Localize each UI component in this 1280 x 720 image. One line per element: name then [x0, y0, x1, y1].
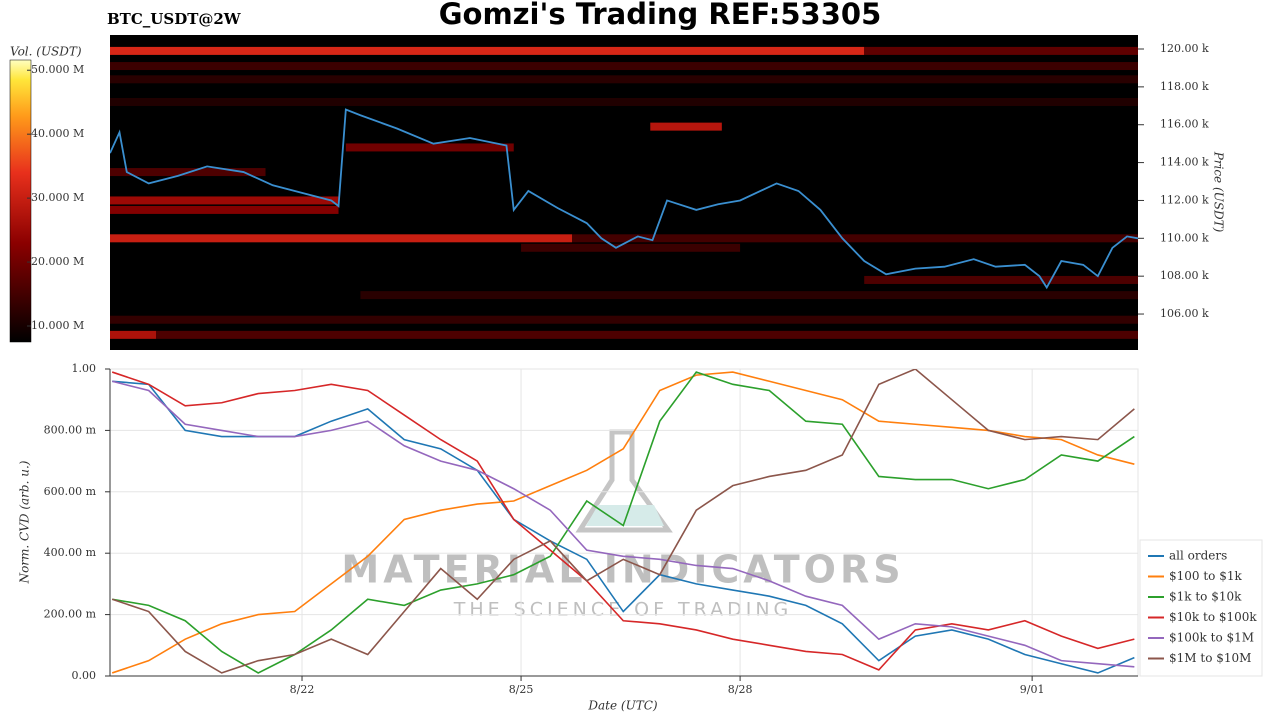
y-tick-label: 108.00 k: [1160, 269, 1209, 282]
legend-label: $1M to $10M: [1169, 651, 1251, 665]
cvd-line: [111, 369, 1135, 674]
y-tick-label: 106.00 k: [1160, 307, 1209, 320]
heatmap-band: [110, 330, 156, 339]
y-tick-label: 800.00 m: [44, 423, 97, 436]
y-tick-label: 110.00 k: [1160, 231, 1209, 244]
chart-subtitle: BTC_USDT@2W: [107, 10, 242, 28]
heatmap-band: [110, 205, 339, 214]
heatmap-band: [110, 315, 1138, 324]
y-tick-label: 0.00: [72, 669, 97, 682]
colorbar-tick-label: 20.000 M: [31, 255, 84, 268]
heatmap: [110, 46, 1138, 339]
legend-label: $1k to $10k: [1169, 590, 1242, 604]
legend-label: all orders: [1169, 549, 1227, 563]
heatmap-band: [864, 46, 1138, 55]
x-tick-label: 8/22: [290, 683, 315, 696]
heatmap-band: [110, 62, 1138, 71]
legend-label: $100 to $1k: [1169, 569, 1242, 583]
y-axis-label: Norm. CVD (arb. u.): [18, 460, 32, 584]
heatmap-band: [650, 122, 722, 131]
lines: [111, 369, 1135, 674]
y-tick-label: 118.00 k: [1160, 80, 1209, 93]
heatmap-band: [864, 275, 1138, 284]
cvd-line: [111, 371, 1135, 671]
x-tick-label: 8/28: [728, 683, 753, 696]
x-tick-label: 9/01: [1020, 683, 1045, 696]
colorbar-label: Vol. (USDT): [10, 45, 82, 59]
x-axis-label: Date (UTC): [587, 699, 657, 713]
legend-label: $100k to $1M: [1169, 631, 1254, 645]
watermark: MATERIAL INDICATORS: [341, 548, 904, 592]
y-tick-label: 400.00 m: [44, 546, 97, 559]
heatmap-band: [110, 98, 1138, 107]
colorbar: [9, 59, 32, 343]
price-line: [110, 108, 1138, 290]
heatmap-band: [521, 243, 741, 252]
cvd-line: [112, 371, 1135, 674]
heatmap-band: [110, 196, 339, 205]
y-axis-label: Price (USDT): [1212, 151, 1226, 233]
y-tick-label: 1.00: [72, 362, 97, 375]
cvd-line: [111, 380, 1135, 668]
heatmap-band: [155, 330, 1138, 339]
heatmap-band: [360, 291, 1138, 300]
colorbar-tick-label: 50.000 M: [31, 63, 84, 76]
y-tick-label: 112.00 k: [1160, 193, 1209, 206]
heatmap-band: [345, 143, 514, 152]
legend: [1139, 539, 1263, 677]
y-tick-label: 120.00 k: [1160, 42, 1209, 55]
colorbar-tick-label: 40.000 M: [31, 127, 84, 140]
colorbar-tick-label: 10.000 M: [31, 319, 84, 332]
cvd-line: [111, 371, 1135, 674]
heatmap-band: [572, 234, 1138, 243]
watermark-logo: [575, 429, 673, 533]
y-tick-label: 200.00 m: [44, 608, 97, 621]
y-tick-label: 116.00 k: [1160, 118, 1209, 131]
y-tick-label: 114.00 k: [1160, 156, 1209, 169]
legend-label: $10k to $100k: [1169, 610, 1257, 624]
heatmap-band: [110, 46, 865, 55]
y-tick-label: 600.00 m: [44, 485, 97, 498]
heatmap-band: [110, 75, 1138, 84]
heatmap-band: [110, 234, 573, 243]
colorbar-tick-label: 30.000 M: [31, 191, 84, 204]
chart-title: Gomzi's Trading REF:53305: [439, 0, 882, 31]
x-tick-label: 8/25: [509, 683, 534, 696]
